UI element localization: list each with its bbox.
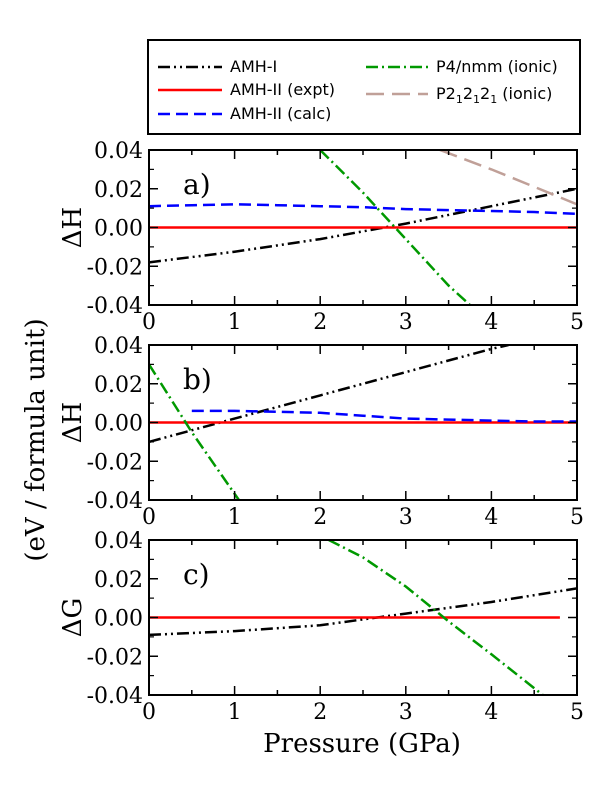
x-tick-label: 5	[570, 310, 584, 335]
x-tick-label: 3	[399, 505, 413, 530]
x-tick-label: 5	[570, 505, 584, 530]
legend-label-p212121: P212121 (ionic)	[436, 84, 552, 106]
y-tick-label: 0.00	[94, 217, 143, 242]
x-tick-label: 3	[399, 700, 413, 725]
legend-item-amh2calc: AMH-II (calc)	[158, 104, 331, 123]
x-tick-label: 1	[228, 505, 242, 530]
panel-y-label: ΔH	[58, 207, 88, 248]
x-tick-label: 0	[142, 310, 156, 335]
legend-item-amh2expt: AMH-II (expt)	[158, 80, 335, 99]
panel-y-label: ΔH	[58, 402, 88, 443]
x-tick-label: 1	[228, 700, 242, 725]
x-tick-label: 4	[484, 700, 498, 725]
legend-label-amh2calc: AMH-II (calc)	[230, 104, 331, 123]
y-tick-label: 0.04	[94, 139, 143, 164]
series-line-p4nmm	[149, 363, 240, 500]
x-tick-label: 3	[399, 310, 413, 335]
y-tick-label: -0.02	[87, 645, 143, 670]
series-line-amh2calc	[149, 203, 577, 216]
legend-item-amh1: AMH-I	[158, 57, 277, 76]
x-tick-label: 5	[570, 700, 584, 725]
legend-label-amh1: AMH-I	[230, 57, 277, 76]
panel-label: c)	[183, 558, 210, 591]
y-tick-label: 0.02	[94, 568, 143, 593]
series-line-amh2calc	[191, 409, 577, 423]
y-tick-label: 0.00	[94, 607, 143, 632]
y-tick-label: 0.02	[94, 373, 143, 398]
y-tick-label: -0.04	[87, 684, 143, 709]
x-axis-title: Pressure (GPa)	[263, 729, 461, 759]
x-tick-label: 2	[313, 505, 327, 530]
panel-y-label: ΔG	[58, 598, 88, 638]
series-line-amh1	[149, 187, 577, 264]
x-tick-label: 4	[484, 310, 498, 335]
panel-label: b)	[183, 363, 212, 396]
panel-3: 0.04 0.02 0.00 -0.02 -0.040 1 2 3 4 5 c) ΔG	[58, 529, 584, 725]
y-tick-label: 0.02	[94, 178, 143, 203]
legend: AMH-I AMH-II (expt) AMH-II (calc) P4/nmm…	[147, 39, 581, 135]
series-group	[149, 540, 577, 695]
y-tick-label: -0.02	[87, 450, 143, 475]
series-line-amh1	[149, 587, 577, 637]
x-tick-label: 2	[313, 310, 327, 335]
y-tick-label: 0.04	[94, 529, 143, 554]
panel-1: 0.04 0.02 0.00 -0.02 -0.040 1 2 3 4 5 a) ΔH	[58, 139, 584, 335]
panels: 0.040.020.00-0.02-0.040 1 2 3 4 5a)ΔH0.040.02…	[58, 139, 584, 725]
series-group	[149, 345, 577, 500]
series-line-p4nmm	[328, 540, 544, 695]
y-tick-label: 0.04	[94, 334, 143, 359]
x-tick-label: 4	[484, 505, 498, 530]
legend-frame	[147, 39, 581, 135]
y-tick-label: -0.02	[87, 255, 143, 280]
legend-item-p4nmm: P4/nmm (ionic)	[366, 57, 558, 76]
series-group	[149, 150, 577, 305]
panel-2: 0.04 0.02 0.00 -0.02 -0.040 1 2 3 4 5 b) ΔH	[58, 334, 584, 530]
legend-label-p4nmm: P4/nmm (ionic)	[436, 57, 558, 76]
x-tick-label: 0	[142, 505, 156, 530]
y-tick-label: 0.00	[94, 412, 143, 437]
legend-item-p212121: P212121 (ionic)	[366, 84, 552, 106]
series-line-p212121	[439, 150, 577, 206]
y-tick-label: -0.04	[87, 489, 143, 514]
x-tick-label: 2	[313, 700, 327, 725]
x-tick-label: 1	[228, 310, 242, 335]
y-tick-label: -0.04	[87, 294, 143, 319]
x-tick-label: 0	[142, 700, 156, 725]
y-axis-title: (eV / formula unit)	[21, 318, 51, 561]
panel-label: a)	[183, 168, 211, 201]
legend-label-amh2expt: AMH-II (expt)	[230, 80, 335, 99]
